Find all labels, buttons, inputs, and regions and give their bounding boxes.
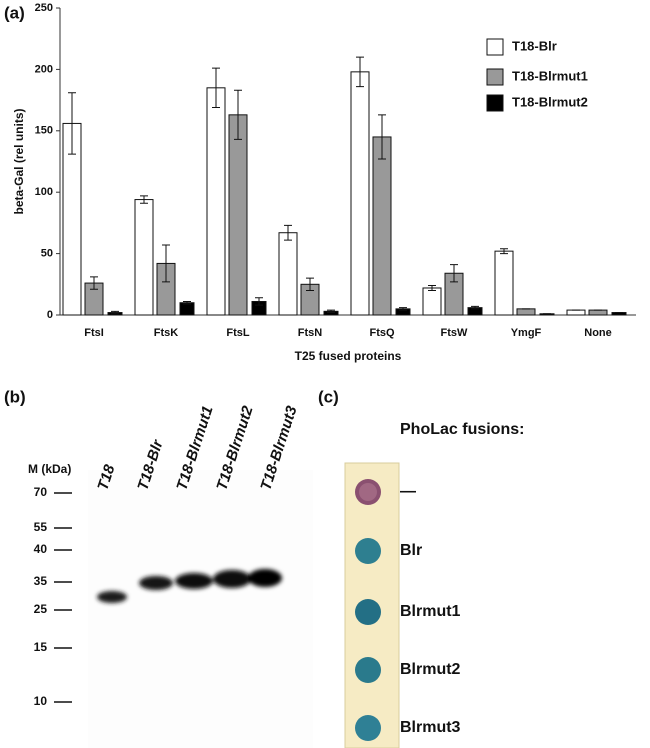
bar: [422, 287, 442, 316]
plate-row-label: Blrmut2: [400, 661, 461, 678]
legend-swatch: [486, 68, 504, 86]
error-bar: [450, 264, 458, 283]
marker-label: 70: [34, 485, 48, 499]
error-bar: [284, 224, 292, 241]
panel-label: (a): [4, 3, 25, 22]
legend-swatch: [486, 38, 504, 56]
colony: [355, 538, 381, 564]
error-bar: [111, 310, 119, 315]
x-tick-label: FtsQ: [369, 327, 395, 339]
error-bar: [471, 305, 479, 310]
x-tick-label: FtsI: [84, 327, 104, 339]
gel-band: [213, 570, 251, 588]
bar: [228, 114, 248, 316]
gel-band: [175, 573, 213, 589]
y-tick-label: 150: [35, 125, 53, 137]
x-tick-label: YmgF: [511, 327, 542, 339]
bar: [372, 136, 392, 316]
x-tick-label: None: [584, 327, 612, 339]
y-tick-label: 250: [35, 2, 53, 14]
marker-label: 25: [34, 602, 48, 616]
bar: [588, 309, 608, 316]
y-axis-label: beta-Gal (rel units): [12, 108, 26, 214]
bar: [350, 71, 370, 316]
bar: [179, 302, 195, 316]
bar: [516, 308, 536, 316]
plate-row-label: Blr: [400, 542, 422, 559]
plate-row-label: Blrmut3: [400, 719, 461, 736]
error-bar: [500, 248, 508, 255]
marker-label: 10: [34, 694, 48, 708]
error-bar: [162, 244, 170, 283]
bar: [278, 232, 298, 316]
legend-label: T18-Blr: [512, 38, 557, 53]
legend-label: T18-Blrmut1: [512, 68, 588, 83]
colony: [355, 599, 381, 625]
error-bar: [356, 56, 364, 88]
x-tick-label: FtsW: [441, 327, 469, 339]
gel-band: [248, 569, 282, 587]
marker-label: 40: [34, 542, 48, 556]
y-tick-label: 50: [41, 248, 53, 260]
error-bar: [212, 67, 220, 108]
error-bar: [140, 195, 148, 204]
marker-label: 35: [34, 574, 48, 588]
marker-title: M (kDa): [28, 462, 71, 476]
error-bar: [327, 309, 335, 314]
x-tick-label: FtsL: [226, 327, 250, 339]
bar: [494, 250, 514, 316]
plate-row-label: —: [400, 483, 416, 500]
gel-band: [97, 591, 127, 603]
gel-background: [88, 470, 313, 748]
colony: [359, 483, 377, 501]
bar: [134, 199, 154, 316]
y-tick-label: 0: [47, 309, 53, 321]
error-bar: [428, 285, 436, 291]
y-tick-label: 200: [35, 63, 53, 75]
x-tick-label: FtsK: [154, 327, 179, 339]
panel-label: (c): [318, 387, 339, 406]
gel-band: [139, 576, 173, 590]
error-bar: [68, 92, 76, 155]
error-bar: [90, 276, 98, 290]
colony: [355, 715, 381, 741]
marker-label: 15: [34, 640, 48, 654]
error-bar: [234, 89, 242, 140]
plate-title: PhoLac fusions:: [400, 421, 524, 438]
bar: [206, 87, 226, 316]
marker-label: 55: [34, 520, 48, 534]
gel-bands: [97, 569, 282, 603]
x-axis-label: T25 fused proteins: [295, 349, 402, 363]
x-tick-label: FtsN: [298, 327, 323, 339]
plate-row-label: Blrmut1: [400, 603, 461, 620]
error-bar: [306, 277, 314, 291]
colony: [355, 657, 381, 683]
error-bar: [399, 307, 407, 311]
legend-swatch: [486, 94, 504, 112]
legend-label: T18-Blrmut2: [512, 94, 588, 109]
bar: [566, 309, 586, 316]
error-bar: [255, 297, 263, 306]
y-tick-label: 100: [35, 186, 53, 198]
error-bar: [183, 300, 191, 305]
error-bar: [378, 114, 386, 160]
panel-label: (b): [4, 387, 26, 406]
